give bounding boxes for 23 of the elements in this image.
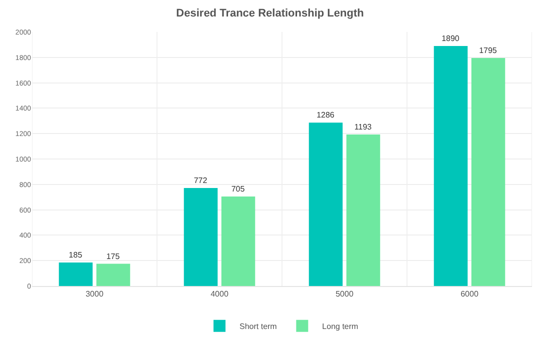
bar [308,122,343,286]
bar [58,262,93,286]
x-tick-label: 6000 [460,290,479,299]
bar [221,196,256,286]
legend-label: Long term [322,322,359,332]
x-tick-label: 3000 [86,290,104,299]
data-label: 185 [68,250,83,260]
bar [346,134,380,286]
data-label: 175 [106,252,120,261]
bar [184,188,218,286]
bar [96,264,130,286]
data-label: 772 [194,176,208,185]
x-tick-label: 4000 [210,290,229,299]
x-tick-label: 5000 [336,290,354,299]
bar [434,46,468,286]
data-label: 1286 [316,110,335,120]
legend-label: Short term [240,322,278,332]
data-label: 1890 [442,34,460,43]
data-label: 1193 [354,122,372,132]
data-label: 705 [231,184,246,194]
data-label: 1795 [479,46,498,56]
chart-title: Desired Trance Relationship Length [176,7,364,20]
bar [471,58,506,286]
